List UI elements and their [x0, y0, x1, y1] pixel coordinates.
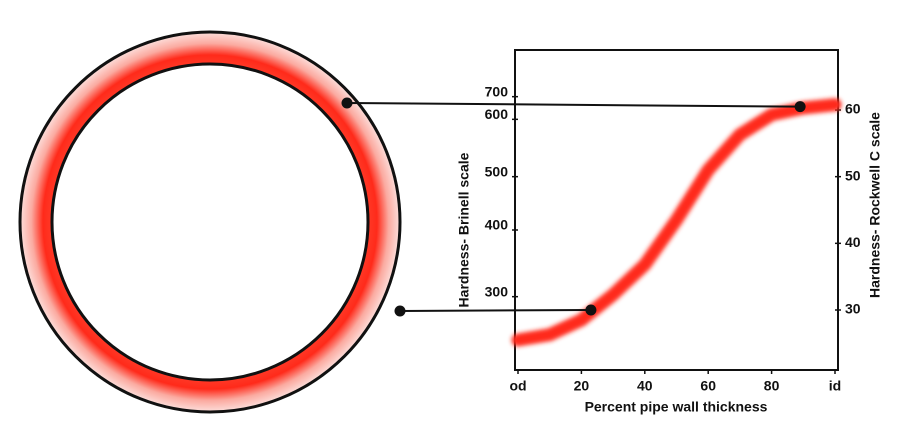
pipe-cross-section: [18, 30, 402, 414]
x-tick-label: 60: [700, 378, 716, 394]
marker-point: [585, 304, 597, 316]
plot-frame: [514, 49, 839, 371]
x-tick-label: od: [509, 378, 526, 394]
connector-line: [399, 309, 591, 312]
y-tick-label: 500: [485, 163, 509, 179]
ring-point: [394, 305, 406, 317]
y2-axis-label: Hardness- Rockwell C scale: [867, 112, 883, 298]
data-line: [511, 98, 842, 347]
y2-tick-label: 60: [845, 101, 861, 117]
ring-point: [341, 97, 353, 109]
y-tick-label: 400: [485, 217, 509, 233]
y2-tick-label: 40: [845, 234, 861, 250]
marker-point: [794, 101, 806, 113]
x-tick-label: 20: [574, 378, 590, 394]
y2-tick-label: 50: [845, 167, 861, 183]
y-tick-label: 700: [485, 83, 509, 99]
x-axis-label: Percent pipe wall thickness: [585, 399, 768, 415]
connector-line: [346, 102, 801, 108]
x-tick-label: 80: [764, 378, 780, 394]
y-axis-label: Hardness- Brinell scale: [456, 152, 472, 307]
y2-tick-label: 30: [845, 301, 861, 317]
y-tick-label: 300: [485, 283, 509, 299]
x-tick-label: 40: [637, 378, 653, 394]
x-tick-label: id: [829, 378, 841, 394]
y-tick-label: 600: [485, 106, 509, 122]
pipe-inner-wall: [50, 62, 370, 382]
